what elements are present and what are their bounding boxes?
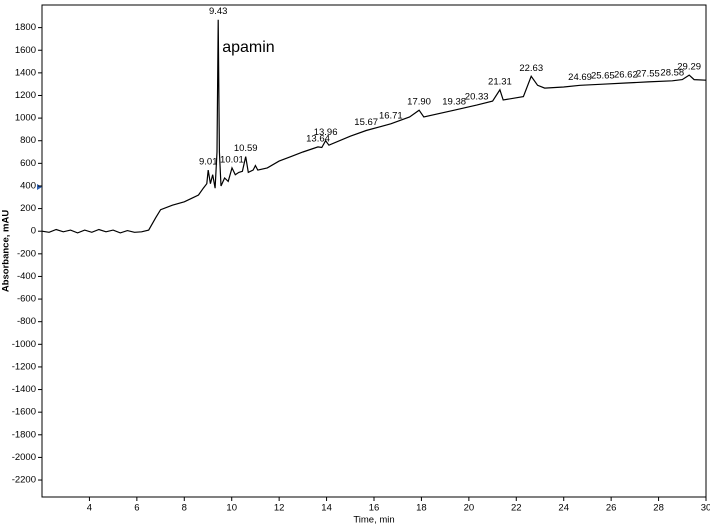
x-tick-label: 22 bbox=[511, 503, 522, 514]
peak-label: 21.31 bbox=[488, 76, 512, 87]
y-tick-label: -2000 bbox=[12, 452, 36, 463]
x-tick-label: 10 bbox=[226, 503, 237, 514]
x-axis-title: Time, min bbox=[353, 515, 394, 526]
y-tick-label: 1200 bbox=[15, 90, 36, 101]
x-tick-label: 24 bbox=[558, 503, 569, 514]
peak-label: 16.71 bbox=[379, 110, 403, 121]
y-tick-label: -1200 bbox=[12, 361, 36, 372]
x-tick-label: 14 bbox=[321, 503, 332, 514]
chromatogram-line bbox=[41, 19, 707, 234]
y-tick-label: -1600 bbox=[12, 407, 36, 418]
peak-label: 9.43 bbox=[209, 6, 228, 17]
peak-label: 27.55 bbox=[636, 68, 660, 79]
y-tick-label: 1000 bbox=[15, 113, 36, 124]
y-axis-title: Absorbance, mAU bbox=[1, 210, 12, 292]
peak-label: 24.69 bbox=[568, 72, 592, 83]
y-tick-label: -800 bbox=[17, 316, 36, 327]
peak-label: 28.58 bbox=[660, 67, 684, 78]
peak-label: 17.90 bbox=[407, 97, 431, 108]
peak-label: 10.59 bbox=[234, 143, 258, 154]
y-tick-label: -400 bbox=[17, 271, 36, 282]
x-tick-label: 6 bbox=[134, 503, 139, 514]
y-tick-label: -200 bbox=[17, 248, 36, 259]
y-tick-label: -600 bbox=[17, 294, 36, 305]
y-tick-label: -1000 bbox=[12, 339, 36, 350]
peak-label: 15.67 bbox=[354, 117, 378, 128]
x-tick-label: 8 bbox=[182, 503, 187, 514]
y-tick-label: 1600 bbox=[15, 45, 36, 56]
peak-label: 29.29 bbox=[677, 62, 701, 73]
y-tick-label: 200 bbox=[20, 203, 36, 214]
x-tick-label: 26 bbox=[606, 503, 617, 514]
peak-label: 13.96 bbox=[314, 127, 338, 138]
peak-label: 20.33 bbox=[465, 92, 489, 103]
x-tick-label: 18 bbox=[416, 503, 427, 514]
x-tick-label: 30 bbox=[701, 503, 710, 514]
y-tick-label: 800 bbox=[20, 135, 36, 146]
x-tick-label: 16 bbox=[369, 503, 380, 514]
y-tick-label: 600 bbox=[20, 158, 36, 169]
peak-label: 9.01 bbox=[199, 157, 218, 168]
x-tick-label: 4 bbox=[87, 503, 92, 514]
peak-label: 22.63 bbox=[519, 63, 543, 74]
annotation: apamin bbox=[222, 39, 274, 56]
y-tick-label: -2200 bbox=[12, 475, 36, 486]
x-tick-label: 20 bbox=[464, 503, 475, 514]
x-tick-label: 28 bbox=[653, 503, 664, 514]
peak-label: 26.62 bbox=[614, 70, 638, 81]
peak-label: 13.64 bbox=[306, 133, 330, 144]
peak-label: 19.38 bbox=[442, 97, 466, 108]
y-tick-label: -1800 bbox=[12, 429, 36, 440]
y-tick-label: 1800 bbox=[15, 22, 36, 33]
peak-label: 25.65 bbox=[591, 71, 615, 82]
y-tick-label: 400 bbox=[20, 180, 36, 191]
y-tick-label: -1400 bbox=[12, 384, 36, 395]
x-tick-label: 12 bbox=[274, 503, 285, 514]
y-tick-label: 0 bbox=[31, 226, 36, 237]
peak-label: 10.01 bbox=[220, 154, 244, 165]
y-tick-label: 1400 bbox=[15, 67, 36, 78]
marker bbox=[37, 184, 42, 190]
